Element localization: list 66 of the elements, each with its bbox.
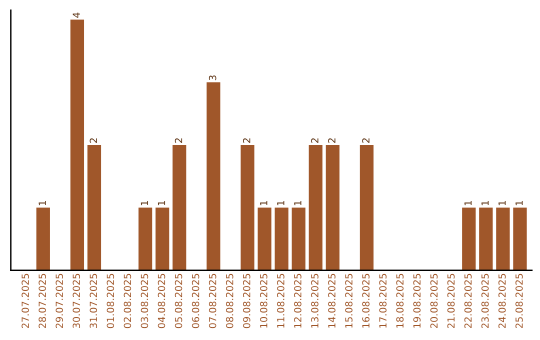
data-label: 1 xyxy=(464,200,472,206)
bar xyxy=(138,208,152,270)
x-tick-label: 14.08.2025 xyxy=(328,274,336,328)
x-tick-label: 06.08.2025 xyxy=(192,274,200,328)
bar xyxy=(479,208,493,270)
bar xyxy=(240,144,254,270)
x-tick-label: 27.07.2025 xyxy=(22,274,29,328)
bar xyxy=(308,144,322,270)
x-tick-label: 05.08.2025 xyxy=(174,274,182,328)
bar xyxy=(70,20,84,270)
x-tick-label: 29.07.2025 xyxy=(56,274,64,328)
data-label: 1 xyxy=(482,200,489,206)
x-tick-label: 25.08.2025 xyxy=(515,274,523,328)
x-tick-label: 12.08.2025 xyxy=(294,274,302,328)
bar xyxy=(360,144,374,270)
bar xyxy=(462,208,476,270)
x-tick-label: 17.08.2025 xyxy=(379,274,387,328)
x-tick-label: 02.08.2025 xyxy=(124,274,132,328)
x-tick-label: 03.08.2025 xyxy=(140,274,148,328)
x-tick-label: 01.08.2025 xyxy=(106,274,114,328)
x-tick-label: 18.08.2025 xyxy=(396,274,404,328)
x-tick-label: 07.08.2025 xyxy=(208,274,216,328)
x-tick-label: 09.08.2025 xyxy=(242,274,250,328)
data-label: 1 xyxy=(294,200,302,206)
data-label: 2 xyxy=(90,138,97,143)
bar xyxy=(292,208,306,270)
x-tick-label: 23.08.2025 xyxy=(481,274,489,328)
data-label: 3 xyxy=(208,75,216,80)
bar xyxy=(496,208,510,270)
data-label: 4 xyxy=(72,12,80,18)
bar xyxy=(326,144,340,270)
data-label: 1 xyxy=(140,200,148,206)
x-tick-label: 11.08.2025 xyxy=(277,274,284,328)
data-label: 1 xyxy=(516,200,523,206)
data-label: 2 xyxy=(242,138,250,143)
data-label: 2 xyxy=(311,138,318,143)
data-label: 1 xyxy=(277,200,284,206)
x-tick-label: 31.07.2025 xyxy=(90,274,98,328)
data-label: 1 xyxy=(260,200,268,206)
x-tick-label: 13.08.2025 xyxy=(311,274,318,328)
bar xyxy=(258,208,272,270)
x-tick-label: 28.07.2025 xyxy=(38,274,46,328)
x-tick-label: 04.08.2025 xyxy=(158,274,166,328)
bar xyxy=(513,208,527,270)
bar xyxy=(36,208,50,270)
bar xyxy=(172,144,186,270)
bar xyxy=(87,144,102,270)
x-tick-label: 21.08.2025 xyxy=(447,274,455,328)
data-label: 1 xyxy=(158,200,166,206)
bar xyxy=(156,208,170,270)
x-tick-label: 20.08.2025 xyxy=(430,274,438,328)
x-tick-label: 15.08.2025 xyxy=(345,274,353,328)
x-tick-label: 08.08.2025 xyxy=(226,274,234,328)
x-tick-label: 30.07.2025 xyxy=(72,274,80,328)
data-label: 2 xyxy=(362,138,370,143)
data-label: 1 xyxy=(38,200,46,206)
bar xyxy=(206,82,220,270)
data-label: 1 xyxy=(498,200,506,206)
data-label: 2 xyxy=(174,138,182,143)
data-label: 2 xyxy=(328,138,336,143)
bar xyxy=(274,208,288,270)
x-tick-label: 22.08.2025 xyxy=(464,274,472,328)
x-tick-label: 10.08.2025 xyxy=(260,274,268,328)
x-tick-label: 16.08.2025 xyxy=(362,274,370,328)
x-tick-label: 19.08.2025 xyxy=(413,274,421,328)
x-tick-label: 24.08.2025 xyxy=(498,274,506,328)
